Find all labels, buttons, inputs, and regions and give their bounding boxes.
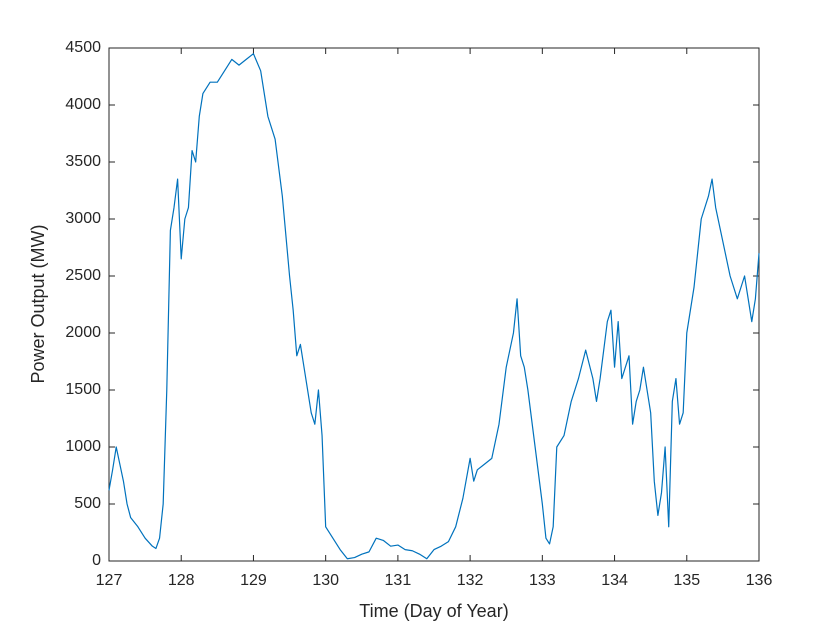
y-axis-label: Power Output (MW) [28,224,48,383]
y-tick-label: 1000 [65,438,101,455]
plot-frame [108,47,760,562]
x-tick-label: 134 [601,572,628,589]
y-tick-label: 4000 [65,96,101,113]
y-tick-label: 1500 [65,381,101,398]
x-tick-label: 127 [96,572,123,589]
y-tick-label: 4500 [65,39,101,56]
x-tick-label: 132 [457,572,484,589]
x-tick-label: 135 [673,572,700,589]
x-tick-label: 131 [385,572,412,589]
x-axis-label: Time (Day of Year) [359,601,508,621]
x-tick-label: 129 [240,572,267,589]
y-tick-label: 500 [74,495,101,512]
data-line [108,53,760,560]
y-tick-label: 2500 [65,267,101,284]
y-tick-label: 3500 [65,153,101,170]
y-tick-label: 3000 [65,210,101,227]
x-tick-label: 130 [312,572,339,589]
x-tick-label: 133 [529,572,556,589]
x-tick-label: 128 [168,572,195,589]
y-tick-label: 2000 [65,324,101,341]
y-tick-label: 0 [92,552,101,569]
x-tick-label: 136 [746,572,773,589]
